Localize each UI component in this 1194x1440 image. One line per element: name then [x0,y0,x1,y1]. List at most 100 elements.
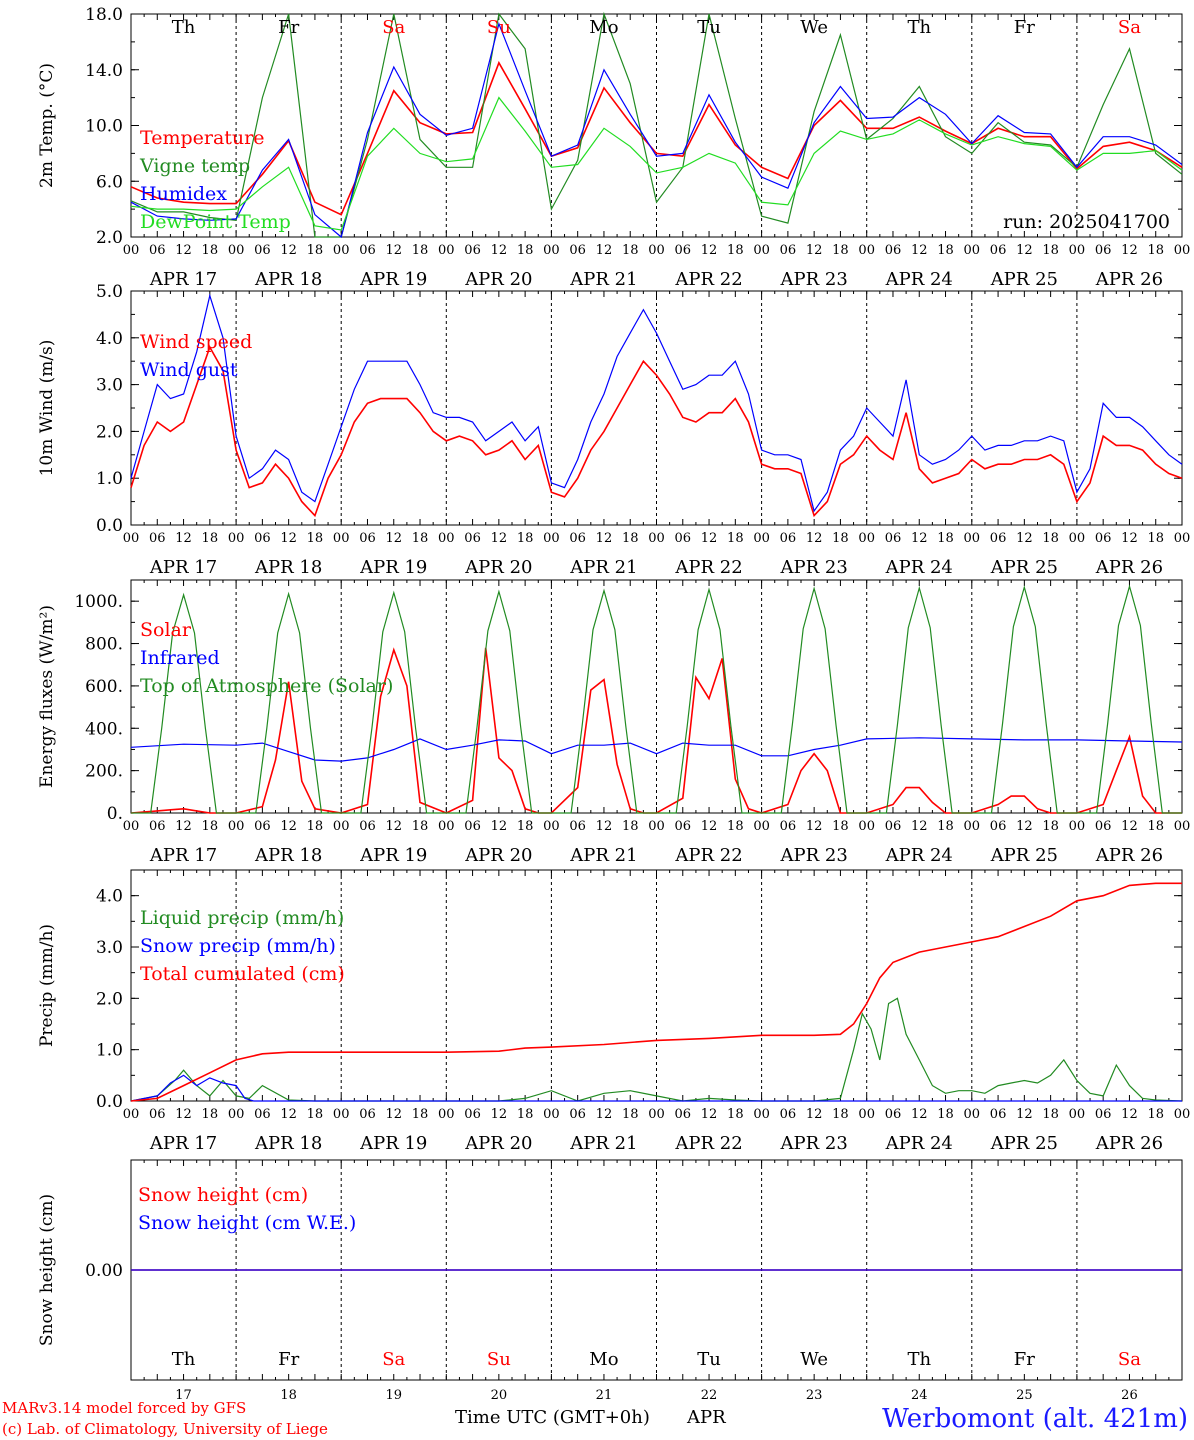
date-label: APR 26 [1095,1133,1163,1154]
hour-tick-label: 00 [228,243,245,258]
hour-tick-label: 06 [464,243,481,258]
hour-tick-label: 00 [1174,243,1191,258]
hour-tick-label: 06 [149,1107,166,1122]
day-name: Th [172,17,196,38]
month-label: APR [686,1407,726,1428]
y-axis-label: Precip (mm/h) [37,924,57,1047]
hour-tick-label: 06 [569,243,586,258]
hour-tick-label: 06 [990,531,1007,546]
y-tick-label: 0.00 [85,1261,123,1281]
hour-tick-label: 18 [727,531,744,546]
series-line-wind-speed [130,345,1183,518]
hour-tick-label: 12 [175,1107,192,1122]
hour-tick-label: 00 [1174,1107,1191,1122]
hour-tick-label: 18 [307,243,324,258]
hour-tick-label: 00 [964,1107,981,1122]
hour-tick-label: 06 [885,243,902,258]
panel-wind: 00 06 12 18 APR 17 00 06 12 18 APR 18 00 06 12 18 APR … [37,282,1190,578]
hour-tick-label: 18 [412,1107,429,1122]
hour-tick-label: 18 [727,243,744,258]
hour-tick-label: 18 [307,531,324,546]
hour-tick-label: 12 [1121,819,1138,834]
hour-tick-label: 06 [1095,819,1112,834]
y-tick-label: 1000. [74,592,123,612]
y-tick-label: 0.0 [96,1092,123,1112]
hour-tick-label: 06 [1095,243,1112,258]
hour-tick-label: 00 [333,243,350,258]
hour-tick-label: 12 [491,1107,508,1122]
hour-tick-label: 00 [123,531,140,546]
date-label: APR 19 [359,845,427,866]
hour-tick-label: 12 [175,819,192,834]
hour-tick-label: 12 [385,243,402,258]
legend-entry: Total cumulated (cm) [140,963,345,985]
hour-tick-label: 12 [911,1107,928,1122]
legend-entry: Top of Atmosphere (Solar) [140,675,393,697]
y-tick-label: 10.0 [85,117,123,137]
hour-tick-label: 06 [885,531,902,546]
hour-tick-label: 00 [858,1107,875,1122]
hour-tick-label: 06 [149,243,166,258]
hour-tick-label: 06 [885,819,902,834]
hour-tick-label: 06 [569,1107,586,1122]
station-label: Werbomont (alt. 421m) [882,1404,1188,1434]
day-number: 23 [806,1388,823,1403]
hour-tick-label: 00 [543,243,560,258]
hour-tick-label: 00 [123,1107,140,1122]
day-number: 24 [911,1388,928,1403]
date-label: APR 19 [359,557,427,578]
y-tick-label: 0. [107,804,123,824]
hour-tick-label: 18 [1042,531,1059,546]
hour-tick-label: 00 [438,1107,455,1122]
hour-tick-label: 18 [1147,819,1164,834]
hour-tick-label: 00 [228,531,245,546]
series-line-total-cumulated-cm- [130,882,1182,1102]
date-label: APR 24 [885,269,953,290]
hour-tick-label: 12 [806,1107,823,1122]
y-tick-label: 3.0 [96,376,123,396]
date-label: APR 21 [569,845,637,866]
hour-tick-label: 06 [675,531,692,546]
hour-tick-label: 12 [175,531,192,546]
legend-entry: Temperature [140,127,264,149]
hour-tick-label: 12 [1016,1107,1033,1122]
day-name: We [800,1349,828,1370]
legend-entry: Liquid precip (mm/h) [140,907,344,929]
series-line-temperature [130,60,1183,216]
hour-tick-label: 06 [780,243,797,258]
hour-tick-label: 00 [858,531,875,546]
hour-tick-label: 12 [280,819,297,834]
date-label: APR 21 [569,269,637,290]
series-line-top-of-atmosphere-solar- [131,584,1182,814]
day-number: 25 [1016,1388,1033,1403]
hour-tick-label: 00 [333,819,350,834]
hour-tick-label: 18 [622,1107,639,1122]
hour-tick-label: 18 [832,1107,849,1122]
y-tick-label: 5.0 [96,282,123,302]
date-label: APR 24 [885,845,953,866]
day-name: Fr [1014,17,1035,38]
run-label: run: 2025041700 [1003,211,1170,233]
hour-tick-label: 00 [858,243,875,258]
hour-tick-label: 18 [1042,243,1059,258]
hour-tick-label: 06 [675,1107,692,1122]
footer: MARv3.14 model forced by GFS (c) Lab. of… [2,1399,1188,1438]
hour-tick-label: 00 [753,819,770,834]
series-line-humidex [130,21,1183,239]
hour-tick-label: 18 [412,531,429,546]
panel-frame [130,13,1183,238]
y-tick-label: 1.0 [96,469,123,489]
hour-tick-label: 00 [543,1107,560,1122]
date-label: APR 19 [359,269,427,290]
hour-tick-label: 12 [806,531,823,546]
day-name: Sa [1118,1349,1141,1370]
hour-tick-label: 00 [1069,819,1086,834]
panel-temp: 00 06 12 18 APR 17 00 06 12 18 APR 18 00 06 12 18 APR … [37,5,1190,290]
hour-tick-label: 12 [1016,243,1033,258]
hour-tick-label: 00 [753,1107,770,1122]
hour-tick-label: 12 [1121,1107,1138,1122]
hour-tick-label: 12 [596,243,613,258]
hour-tick-label: 12 [806,243,823,258]
date-label: APR 22 [674,269,742,290]
hour-tick-label: 12 [911,243,928,258]
